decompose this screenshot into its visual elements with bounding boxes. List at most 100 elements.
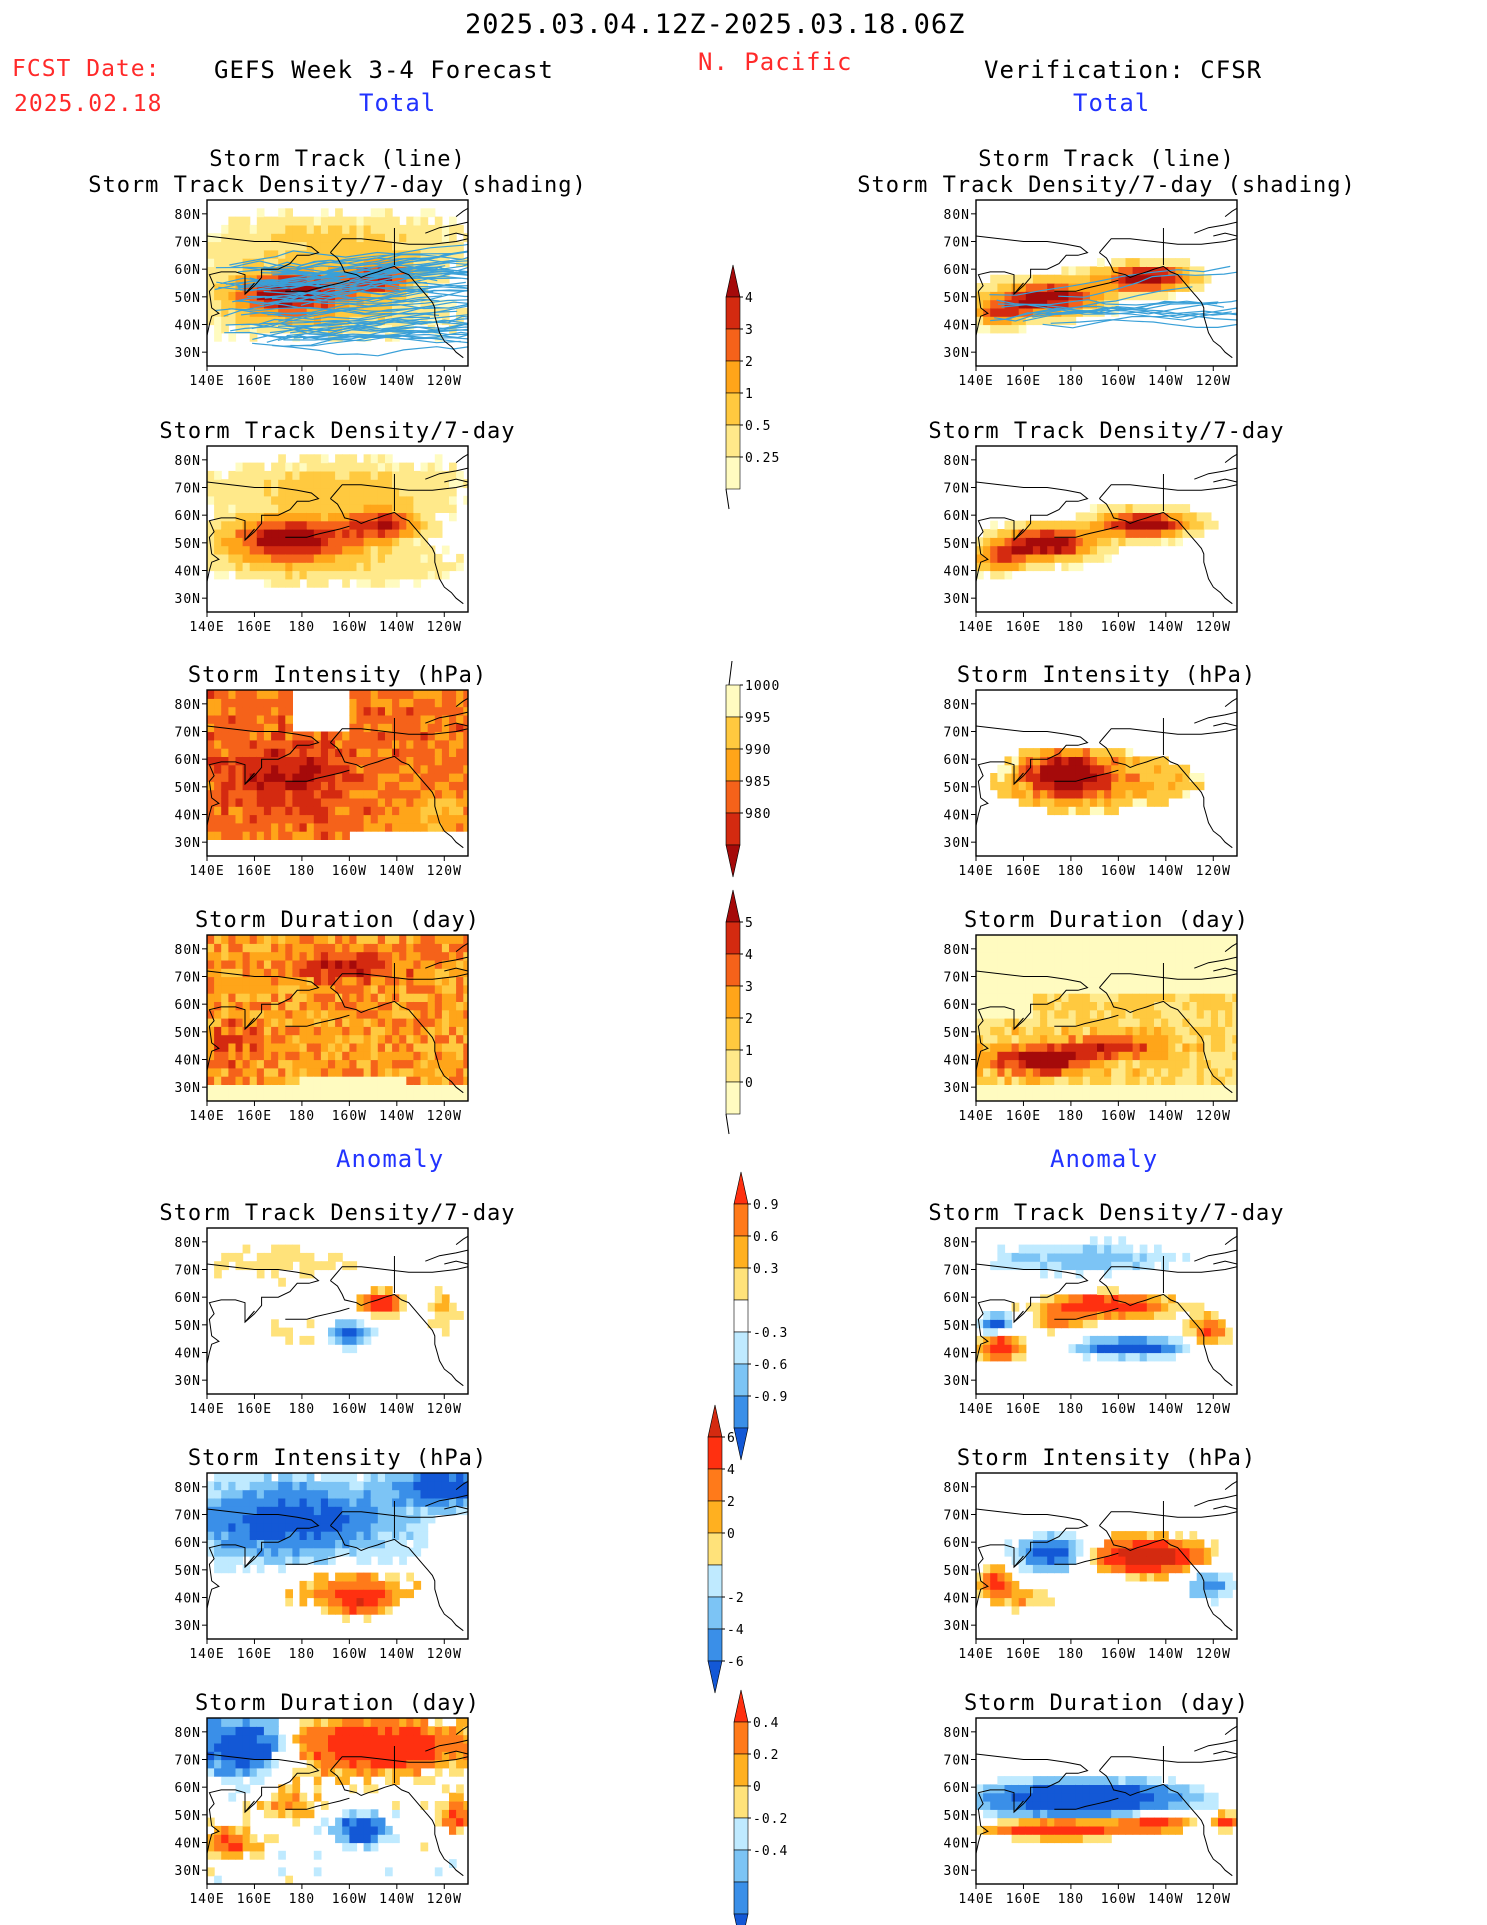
- heatmap-cell: [356, 814, 365, 824]
- heatmap-cell: [434, 822, 443, 832]
- heatmap-cell: [349, 706, 358, 716]
- heatmap-cell: [313, 951, 322, 961]
- heatmap-cell: [349, 976, 358, 986]
- heatmap-cell: [249, 789, 258, 799]
- heatmap-cell: [1047, 773, 1055, 782]
- heatmap-cell: [1132, 764, 1141, 774]
- heatmap-cell: [1097, 1067, 1105, 1077]
- heatmap-cell: [406, 1473, 414, 1482]
- lon-tick-label: 180: [289, 1647, 315, 1662]
- heatmap-cell: [242, 570, 251, 580]
- heatmap-cell: [1061, 537, 1070, 547]
- heatmap-cell: [342, 1580, 350, 1590]
- heatmap-cell: [385, 224, 393, 234]
- heatmap-cell: [385, 1067, 393, 1077]
- heatmap-cell: [1047, 764, 1055, 774]
- heatmap-cell: [342, 487, 350, 497]
- heatmap-cell: [228, 781, 237, 791]
- heatmap-cell: [456, 731, 464, 741]
- map-panel: Storm Intensity (hPa)140E 160E 180 160W 140W…: [175, 663, 487, 879]
- heatmap-cell: [271, 1001, 279, 1011]
- heatmap-cell: [256, 208, 265, 218]
- heatmap-cell: [420, 553, 429, 563]
- heatmap-cell: [420, 504, 429, 513]
- heatmap-cell: [1104, 1244, 1112, 1254]
- heatmap-cell: [990, 1051, 998, 1061]
- heatmap-cell: [420, 299, 429, 309]
- heatmap-cell: [235, 773, 244, 782]
- heatmap-cell: [299, 324, 308, 334]
- heatmap-cell: [349, 520, 358, 530]
- heatmap-cell: [235, 764, 244, 774]
- heatmap-cell: [285, 959, 293, 969]
- heatmap-cell: [221, 1001, 229, 1011]
- coastline: [207, 725, 320, 826]
- heatmap-cell: [207, 537, 215, 547]
- heatmap-cell: [413, 764, 422, 774]
- heatmap-cell: [235, 723, 244, 733]
- heatmap-cell: [299, 274, 308, 284]
- heatmap-cell: [399, 487, 407, 497]
- heatmap-cell: [1154, 951, 1162, 961]
- heatmap-cell: [271, 520, 279, 530]
- heatmap-cell: [1132, 968, 1141, 978]
- heatmap-cell: [1018, 797, 1027, 807]
- heatmap-cell: [1032, 1547, 1041, 1557]
- heatmap-cell: [1168, 512, 1176, 522]
- coastline: [207, 481, 320, 582]
- lat-tick-label: 70N: [175, 1264, 201, 1279]
- heatmap-cell: [1018, 316, 1027, 326]
- panel-title: Storm Track Density/7-day: [928, 1201, 1284, 1226]
- heatmap-cell: [420, 756, 429, 766]
- heatmap-cell: [456, 1092, 464, 1101]
- heatmap-cell: [1182, 951, 1191, 961]
- heatmap-cell: [1082, 1084, 1091, 1094]
- heatmap-cell: [335, 529, 343, 538]
- heatmap-cell: [256, 935, 265, 944]
- heatmap-cell: [278, 764, 286, 774]
- heatmap-cell: [406, 781, 414, 791]
- heatmap-cell: [1068, 1084, 1077, 1094]
- heatmap-cell: [1040, 748, 1048, 757]
- heatmap-cell: [427, 797, 436, 807]
- heatmap-cell: [1061, 959, 1070, 969]
- heatmap-cell: [356, 698, 365, 708]
- heatmap-cell: [983, 545, 991, 555]
- heatmap-cell: [299, 1034, 308, 1044]
- heatmap-cell: [1218, 1084, 1226, 1094]
- heatmap-cell: [320, 1042, 329, 1052]
- heatmap-cell: [370, 454, 379, 464]
- heatmap-cell: [441, 789, 450, 799]
- heatmap-cell: [363, 984, 372, 994]
- heatmap-cell: [292, 968, 301, 978]
- heatmap-cell: [1075, 1302, 1084, 1312]
- heatmap-cell: [1082, 553, 1091, 563]
- heatmap-cell: [1032, 1597, 1041, 1607]
- heatmap-cell: [263, 731, 272, 741]
- heatmap-cell: [463, 806, 468, 816]
- heatmap-cell: [313, 1539, 322, 1549]
- heatmap-cell: [1040, 283, 1048, 292]
- heatmap-cell: [363, 1034, 372, 1044]
- heatmap-cell: [306, 249, 315, 259]
- heatmap-cell: [242, 1539, 251, 1549]
- heatmap-cell: [976, 984, 984, 994]
- heatmap-cell: [306, 1042, 315, 1052]
- heatmap-cell: [271, 512, 279, 522]
- heatmap-cell: [370, 1327, 379, 1337]
- anomaly-label-left: Anomaly: [336, 1145, 445, 1173]
- heatmap-cell: [1068, 797, 1077, 807]
- heatmap-cell: [1061, 1294, 1070, 1304]
- heatmap-cell: [1082, 1344, 1091, 1354]
- heatmap-cell: [335, 1597, 343, 1607]
- heatmap-cell: [427, 495, 436, 505]
- heatmap-cell: [456, 479, 464, 489]
- heatmap-cell: [1068, 1531, 1077, 1540]
- heatmap-cell: [306, 562, 315, 572]
- heatmap-cell: [328, 1092, 336, 1101]
- heatmap-cell: [221, 756, 229, 766]
- heatmap-cell: [363, 504, 372, 513]
- heatmap-cell: [1061, 756, 1070, 766]
- heatmap-cell: [385, 943, 393, 953]
- heatmap-cell: [235, 545, 244, 555]
